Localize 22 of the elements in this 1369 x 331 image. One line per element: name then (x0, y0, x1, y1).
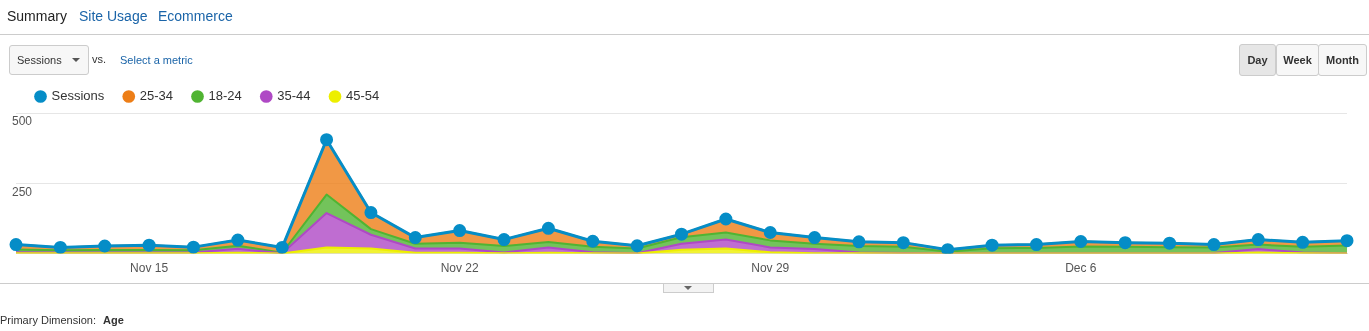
text: Summary (7, 8, 67, 24)
x-tick-label: Nov 29 (751, 261, 790, 276)
x-tick-label: Dec 6 (1065, 261, 1097, 276)
text: Select a metric (120, 54, 193, 66)
legend-label: 45-54 (346, 88, 380, 104)
x-tick-label: Nov 15 (130, 261, 169, 276)
text: Week (1283, 54, 1312, 66)
legend-label: 35-44 (277, 88, 311, 104)
legend-label: 25-34 (139, 88, 173, 104)
text: Age (103, 314, 124, 326)
text: vs. (92, 53, 107, 65)
y-tick-label: 500 (12, 114, 33, 129)
text: Sessions (17, 54, 62, 66)
x-tick-label: Nov 22 (440, 261, 479, 276)
text: Day (1247, 54, 1268, 66)
text: Site Usage (79, 8, 148, 24)
legend-label: 18-24 (208, 88, 242, 104)
legend-label: Sessions (51, 88, 105, 104)
text: Month (1326, 54, 1359, 66)
text: Primary Dimension: (0, 314, 96, 326)
y-tick-label: 250 (12, 184, 33, 199)
text: Ecommerce (158, 8, 233, 24)
